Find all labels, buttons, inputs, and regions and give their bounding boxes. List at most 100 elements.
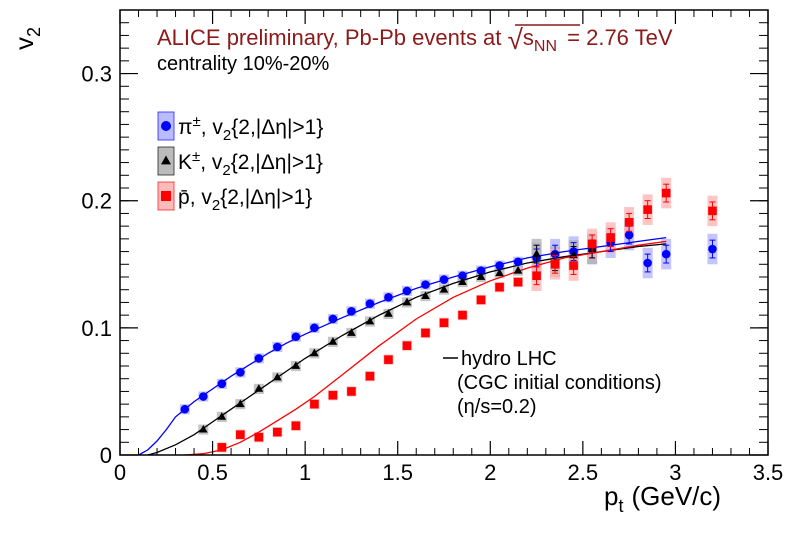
data-point [402, 341, 412, 350]
data-point [421, 280, 430, 289]
data-point [384, 309, 393, 317]
data-point [513, 265, 523, 274]
data-point [458, 277, 467, 286]
data-point [569, 261, 578, 270]
x-axis-title-unit: (GeV/c) [631, 481, 721, 511]
legend-particle: p̄ [178, 186, 190, 209]
hydro-curve [184, 240, 667, 456]
data-point [587, 239, 597, 249]
data-point [532, 249, 541, 258]
data-point [513, 277, 523, 287]
data-point [476, 272, 486, 280]
data-point [180, 404, 190, 414]
hydro-curve [147, 243, 667, 456]
y-axis-title-main: v [9, 37, 39, 50]
legend: π±, v2{2,|Δη|>1}K±, v2{2,|Δη|>1}p̄, v2{2… [157, 111, 323, 214]
data-point [495, 261, 504, 270]
legend-label: π±, v2{2,|Δη|>1} [178, 113, 323, 144]
legend-tail: {2,|Δη|>1} [220, 186, 312, 209]
data-point [439, 284, 449, 293]
data-point [236, 399, 245, 408]
data-point [708, 244, 717, 254]
data-point [643, 205, 652, 214]
energy-text: = 2.76 TeV [567, 25, 673, 50]
x-tick-label: 1 [299, 460, 311, 485]
legend-sub: 2 [223, 127, 231, 144]
data-point [458, 310, 467, 320]
data-point [365, 371, 375, 381]
data-point [328, 314, 338, 324]
data-point [476, 266, 486, 275]
data-point [217, 412, 227, 420]
data-point [236, 368, 245, 377]
data-point [273, 342, 282, 352]
legend-charge: ± [193, 113, 201, 130]
data-point [476, 295, 486, 305]
legend-charge: ± [192, 148, 200, 165]
x-axis-title-sub: t [618, 496, 623, 516]
data-point [624, 218, 634, 227]
data-point [199, 424, 208, 433]
data-point [643, 258, 652, 268]
legend-sub: 2 [222, 162, 230, 179]
data-point [384, 293, 393, 302]
x-tick-label: 3.5 [753, 460, 784, 485]
legend-rest: , v [190, 186, 213, 209]
data-point [439, 275, 449, 284]
data-point [365, 299, 375, 309]
experiment-text: ALICE preliminary, Pb-Pb events at [157, 25, 501, 50]
data-point [532, 271, 541, 281]
y-tick-label: 0.1 [81, 316, 112, 341]
data-point [199, 392, 208, 401]
model-label-line1: hydro LHC [461, 348, 557, 370]
data-point [273, 427, 282, 437]
y-axis-title: v2 [9, 27, 44, 50]
legend-label: p̄, v2{2,|Δη|>1} [178, 186, 312, 214]
plot-frame [119, 9, 769, 456]
x-tick-label: 0 [114, 460, 126, 485]
data-point [624, 230, 634, 240]
y-tick-label: 0 [100, 443, 112, 468]
legend-tail: {2,|Δη|>1} [231, 116, 323, 139]
legend-rest: , v [201, 116, 224, 139]
legend-particle: K [178, 151, 192, 174]
data-points [180, 183, 717, 452]
data-point [495, 282, 504, 292]
data-point [550, 259, 560, 269]
data-point [458, 271, 467, 281]
x-tick-label: 2 [484, 460, 496, 485]
data-point [495, 268, 504, 277]
data-point [217, 379, 227, 389]
y-tick-label: 0.2 [81, 189, 112, 214]
legend-particle: π [178, 116, 193, 139]
data-point [365, 316, 375, 325]
experiment-label: ALICE preliminary, Pb-Pb events at √sNN … [157, 24, 673, 56]
sqrt-symbol: √ [508, 24, 524, 55]
legend-sub: 2 [212, 197, 220, 214]
y-tick-label: 0.3 [81, 62, 112, 87]
x-tick-label: 3 [669, 460, 681, 485]
centrality-label: centrality 10%-20% [157, 53, 330, 75]
data-point [606, 233, 615, 242]
x-tick-label: 1.5 [382, 460, 413, 485]
data-point [328, 337, 338, 345]
data-point [347, 307, 356, 316]
data-point [236, 430, 245, 439]
legend-tail: {2,|Δη|>1} [231, 151, 323, 174]
data-point [273, 372, 282, 381]
y-axis-title-sub: 2 [24, 27, 44, 37]
axis-ticks: 0 0.5 1 1.5 2 2.5 3 3.5 0 0.1 0.2 0.3 [81, 9, 784, 485]
data-point [513, 257, 523, 267]
legend-label: K±, v2{2,|Δη|>1} [178, 148, 323, 179]
data-point [384, 355, 393, 364]
data-point [421, 291, 430, 299]
data-point [291, 361, 301, 369]
x-tick-label: 2.5 [568, 460, 599, 485]
x-axis-title: pt (GeV/c) [604, 481, 721, 516]
legend-marker [161, 155, 171, 165]
data-point [661, 249, 671, 259]
data-point [661, 188, 671, 198]
data-point [347, 328, 356, 336]
data-point [310, 399, 319, 409]
